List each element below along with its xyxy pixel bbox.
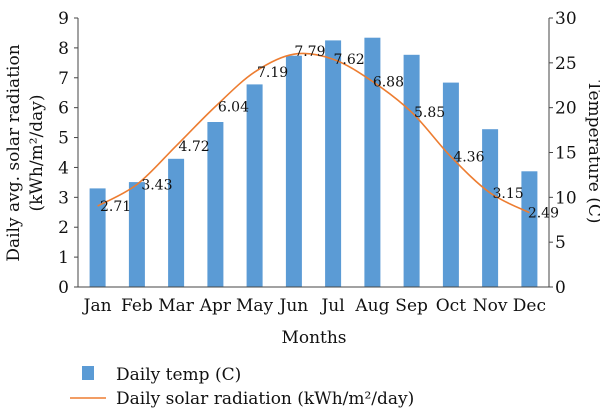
y-right-tick-label: 5 [555,233,566,253]
y-right-tick-label: 20 [555,99,577,119]
bar-nov [482,129,499,287]
data-label-apr: 6.04 [218,100,249,116]
x-tick-label-feb: Feb [121,296,153,316]
y-left-tick-label: 9 [58,9,69,29]
bar-dec [521,171,538,287]
x-tick-label-jan: Jan [82,296,112,316]
data-label-feb: 3.43 [141,178,172,194]
data-labels: 2.71 3.43 4.72 6.04 7.19 7.79 7.62 6.88 5.85 4.36… [100,44,559,221]
data-label-may: 7.19 [257,65,288,81]
x-tick-label-mar: Mar [158,296,195,316]
data-label-oct: 4.36 [453,150,484,166]
x-tick-label-dec: Dec [513,296,546,316]
y-right-tick-label: 15 [555,144,577,164]
bar-series [89,37,538,288]
y-left-tick-label: 6 [58,99,69,119]
legend-label-bar: Daily temp (C) [116,365,241,385]
data-label-sep: 5.85 [414,105,445,121]
y-left-tick-label: 5 [58,129,69,149]
bar-jan [89,188,106,287]
y-left-tick-label: 8 [58,39,69,59]
bar-may [246,84,263,288]
x-tick-label-sep: Sep [395,296,428,316]
bar-jun [285,55,302,288]
y-axis-left-title: Daily avg. solar radiation [4,44,24,261]
data-label-mar: 4.72 [179,139,210,155]
x-tick-label-oct: Oct [436,296,466,316]
x-axis-title: Months [281,328,346,348]
legend-label-line: Daily solar radiation (kWh/m²/day) [116,389,414,409]
y-right-tick-label: 0 [555,278,566,298]
bar-aug [364,37,381,288]
axes [74,17,553,288]
legend-swatch-bar [82,366,94,380]
tick-labels: Jan Feb Mar Apr May Jun Jul Aug Sep Oct Nov Dec 0 1 2 3… [58,9,576,316]
y-axis-right-title: Temperature (C) [584,80,600,223]
bar-sep [403,54,420,287]
y-left-tick-label: 3 [58,188,69,208]
y-left-tick-label: 1 [58,248,69,268]
bar-jul [325,40,342,288]
solar-radiation-line [97,52,530,214]
y-right-tick-label: 30 [555,9,577,29]
bar-feb [128,182,145,287]
y-left-tick-label: 0 [58,278,69,298]
y-right-tick-label: 10 [555,188,577,208]
y-left-tick-label: 2 [58,218,69,238]
x-tick-label-may: May [236,296,274,316]
x-tick-label-jun: Jun [278,296,309,316]
data-label-nov: 3.15 [493,186,524,202]
line-series [97,52,530,214]
x-tick-label-nov: Nov [473,296,508,316]
x-tick-label-apr: Apr [199,296,232,316]
y-right-tick-label: 25 [555,54,577,74]
y-axis-left-title-unit: (kWh/m²/day) [27,95,47,212]
y-left-tick-label: 4 [58,158,69,178]
bar-mar [168,158,185,287]
data-label-jul: 7.62 [334,52,365,68]
x-tick-label-jul: Jul [319,296,344,316]
data-label-jun: 7.79 [294,44,325,60]
legend: Daily temp (C) Daily solar radiation (kW… [70,365,414,409]
data-label-aug: 6.88 [373,74,404,90]
x-tick-label-aug: Aug [354,296,389,316]
data-label-jan: 2.71 [100,199,131,215]
bar-apr [207,122,224,287]
y-left-tick-label: 7 [58,69,69,89]
data-label-dec: 2.49 [528,206,559,222]
bar-oct [442,82,459,287]
